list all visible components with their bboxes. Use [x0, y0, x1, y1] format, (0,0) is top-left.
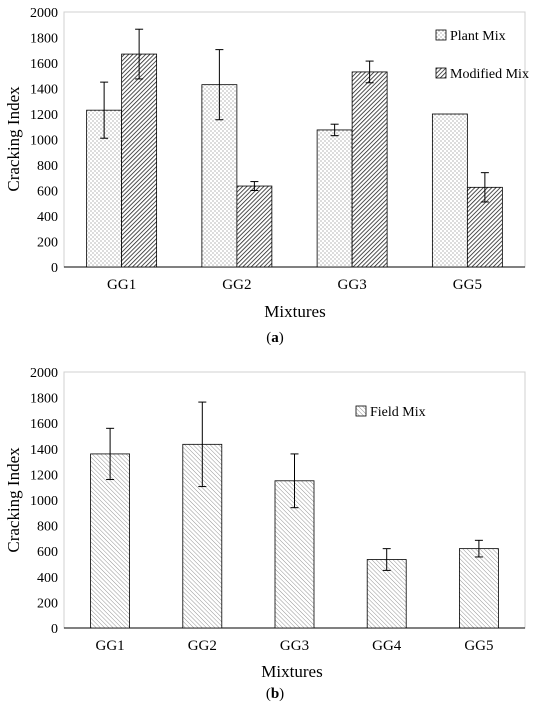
panel-label: b: [270, 686, 280, 702]
y-axis-title: Cracking Index: [4, 447, 23, 553]
chart-panel-a: Cracking Index Mixtures 0 200 400 600 800 100…: [0, 0, 550, 356]
y-tick-label: 1600: [30, 57, 58, 72]
y-tick-label: 200: [37, 596, 58, 611]
legend-label: Field Mix: [370, 405, 426, 420]
bar: [458, 548, 499, 629]
bar: [236, 185, 273, 268]
legend-swatch: [435, 67, 447, 79]
y-tick-label: 2000: [30, 6, 58, 21]
chart-panel-b: Cracking Index Mixtures 0 200 400 600 800 100…: [0, 358, 550, 714]
y-tick-label: 1800: [30, 392, 58, 407]
x-tick-label: GG1: [107, 277, 136, 293]
y-tick-label: 600: [37, 185, 58, 200]
panel-label: a: [271, 330, 279, 346]
y-tick-label: 1200: [30, 108, 58, 123]
bar: [351, 71, 388, 268]
y-tick-label: 800: [37, 520, 58, 535]
legend-label: Plant Mix: [450, 29, 506, 44]
y-tick-label: 1800: [30, 32, 58, 47]
x-tick-label: GG4: [372, 638, 402, 654]
y-tick-label: 1400: [30, 83, 58, 98]
panel-caption-b: (b): [265, 686, 285, 702]
bar: [431, 113, 468, 268]
x-tick-label: GG2: [222, 277, 251, 293]
y-tick-label: 0: [51, 622, 58, 637]
x-tick-label: GG5: [464, 638, 493, 654]
legend-swatch: [435, 29, 447, 41]
y-tick-label: 1600: [30, 417, 58, 432]
y-tick-label: 1000: [30, 494, 58, 509]
x-tick-label: GG5: [453, 277, 482, 293]
x-axis-title: Mixtures: [264, 302, 325, 321]
chart-a: Cracking Index Mixtures 0 200 400 600 800 100…: [4, 6, 529, 321]
legend-label: Modified Mix: [450, 67, 529, 82]
y-tick-label: 400: [37, 210, 58, 225]
y-tick-label: 800: [37, 159, 58, 174]
x-axis-title: Mixtures: [261, 662, 322, 681]
y-tick-label: 400: [37, 571, 58, 586]
y-tick-label: 0: [51, 261, 58, 276]
bar: [121, 53, 158, 268]
y-tick-label: 1000: [30, 134, 58, 149]
x-tick-label: GG1: [96, 638, 125, 654]
panel-caption-a: (a): [266, 330, 284, 346]
chart-b: Cracking Index Mixtures 0 200 400 600 800 100…: [4, 366, 526, 681]
bar: [90, 453, 130, 629]
x-tick-label: GG3: [280, 638, 309, 654]
legend-swatch: [355, 405, 367, 417]
y-tick-label: 200: [37, 236, 58, 251]
y-axis-title: Cracking Index: [4, 86, 23, 192]
bar: [316, 129, 353, 268]
x-tick-label: GG3: [338, 277, 367, 293]
y-tick-label: 2000: [30, 366, 58, 381]
y-tick-label: 1200: [30, 468, 58, 483]
y-tick-label: 1400: [30, 443, 58, 458]
x-tick-label: GG2: [188, 638, 217, 654]
y-tick-label: 600: [37, 545, 58, 560]
